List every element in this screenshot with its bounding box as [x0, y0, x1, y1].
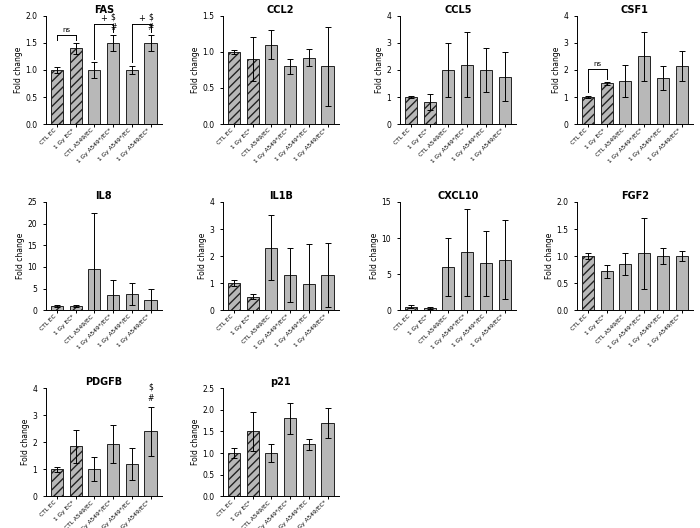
- Title: PDGFB: PDGFB: [85, 378, 122, 388]
- Bar: [620, 81, 631, 124]
- Bar: [480, 70, 492, 124]
- Bar: [657, 78, 669, 124]
- Bar: [88, 469, 100, 496]
- Text: +: +: [100, 14, 107, 23]
- Bar: [51, 70, 63, 124]
- Title: FGF2: FGF2: [621, 191, 649, 201]
- Bar: [246, 431, 259, 496]
- Bar: [676, 256, 687, 310]
- Bar: [51, 469, 63, 496]
- Bar: [284, 275, 296, 310]
- Bar: [51, 306, 63, 310]
- Text: #: #: [110, 23, 116, 32]
- Bar: [107, 295, 119, 310]
- Bar: [265, 453, 277, 496]
- Bar: [88, 70, 100, 124]
- Title: CSF1: CSF1: [621, 5, 649, 15]
- Bar: [69, 306, 82, 310]
- Bar: [405, 307, 417, 310]
- Title: CCL5: CCL5: [444, 5, 472, 15]
- Bar: [424, 102, 435, 124]
- Title: IL8: IL8: [95, 191, 112, 201]
- Y-axis label: Fold change: Fold change: [21, 419, 30, 465]
- Text: ns: ns: [62, 27, 70, 33]
- Bar: [88, 269, 100, 310]
- Bar: [303, 445, 315, 496]
- Bar: [246, 59, 259, 124]
- Bar: [424, 308, 435, 310]
- Bar: [107, 444, 119, 496]
- Text: $: $: [148, 383, 153, 392]
- Bar: [144, 43, 157, 124]
- Bar: [498, 77, 511, 124]
- Bar: [126, 70, 138, 124]
- Y-axis label: Fold change: Fold change: [545, 233, 554, 279]
- Bar: [582, 97, 594, 124]
- Text: $: $: [111, 13, 116, 22]
- Text: +: +: [138, 14, 145, 23]
- Bar: [246, 297, 259, 310]
- Bar: [144, 431, 157, 496]
- Y-axis label: Fold change: Fold change: [198, 233, 207, 279]
- Bar: [321, 275, 334, 310]
- Bar: [321, 67, 334, 124]
- Bar: [676, 66, 687, 124]
- Bar: [480, 263, 492, 310]
- Bar: [442, 70, 454, 124]
- Bar: [405, 97, 417, 124]
- Bar: [303, 285, 315, 310]
- Bar: [638, 56, 650, 124]
- Y-axis label: Fold change: Fold change: [552, 47, 561, 93]
- Bar: [461, 252, 473, 310]
- Bar: [144, 300, 157, 310]
- Y-axis label: Fold change: Fold change: [17, 233, 25, 279]
- Text: ns: ns: [593, 61, 601, 67]
- Text: #: #: [148, 23, 154, 32]
- Bar: [461, 64, 473, 124]
- Text: $: $: [148, 13, 153, 22]
- Y-axis label: Fold change: Fold change: [191, 419, 200, 465]
- Y-axis label: Fold change: Fold change: [375, 47, 384, 93]
- Title: CXCL10: CXCL10: [437, 191, 478, 201]
- Bar: [228, 453, 240, 496]
- Bar: [69, 48, 82, 124]
- Bar: [657, 256, 669, 310]
- Y-axis label: Fold change: Fold change: [191, 47, 200, 93]
- Bar: [228, 52, 240, 124]
- Bar: [69, 446, 82, 496]
- Bar: [126, 464, 138, 496]
- Title: CCL2: CCL2: [267, 5, 295, 15]
- Bar: [601, 83, 612, 124]
- Bar: [303, 58, 315, 124]
- Bar: [126, 294, 138, 310]
- Bar: [620, 264, 631, 310]
- Title: p21: p21: [270, 378, 291, 388]
- Bar: [107, 43, 119, 124]
- Bar: [638, 253, 650, 310]
- Bar: [582, 256, 594, 310]
- Title: FAS: FAS: [94, 5, 114, 15]
- Bar: [265, 45, 277, 124]
- Bar: [321, 423, 334, 496]
- Bar: [284, 67, 296, 124]
- Y-axis label: Fold change: Fold change: [14, 47, 23, 93]
- Bar: [228, 283, 240, 310]
- Y-axis label: Fold change: Fold change: [370, 233, 379, 279]
- Bar: [601, 271, 612, 310]
- Title: IL1B: IL1B: [269, 191, 293, 201]
- Bar: [442, 267, 454, 310]
- Bar: [498, 260, 511, 310]
- Text: #: #: [148, 394, 154, 403]
- Bar: [284, 418, 296, 496]
- Bar: [265, 248, 277, 310]
